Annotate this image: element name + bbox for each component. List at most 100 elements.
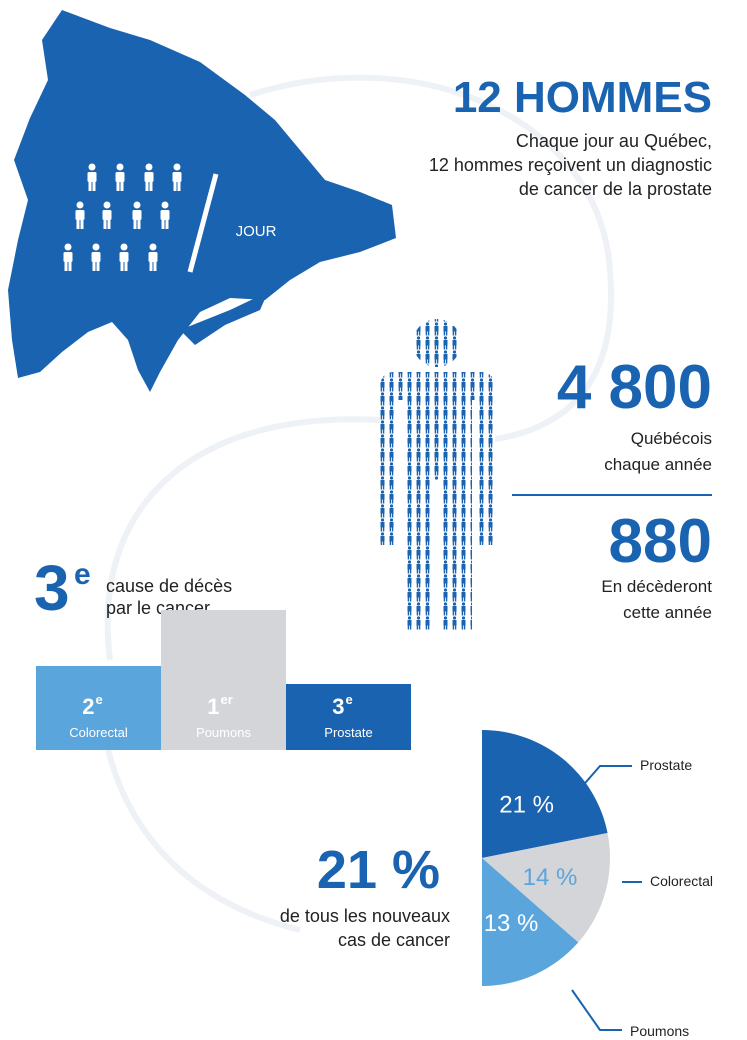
map-label: JOUR (236, 223, 277, 240)
man-icon (102, 201, 112, 229)
podium-sup: e (346, 692, 353, 707)
podium-sup: er (221, 692, 233, 707)
icon-head (173, 163, 181, 171)
man-icons (63, 163, 182, 271)
icon-leg (161, 220, 165, 229)
podium-rank: 2 (82, 694, 94, 719)
leader-line (571, 765, 632, 799)
person-silhouette (380, 319, 495, 630)
icon-leg (133, 220, 137, 229)
podium-sup: e (96, 692, 103, 707)
quebec-map (8, 10, 396, 392)
stat-text: Québécois (631, 429, 712, 448)
icon-leg (120, 182, 124, 191)
icon-body (172, 172, 182, 182)
pie-value-label: 13 % (484, 910, 539, 937)
pie-slice (482, 833, 610, 943)
icon-leg (96, 262, 100, 271)
pie-value-label: 21 % (499, 792, 554, 819)
pie-slice (482, 858, 579, 986)
icon-head (64, 243, 72, 251)
icon-head (116, 163, 124, 171)
man-icon (75, 201, 85, 229)
icon-leg (149, 262, 153, 271)
podium-rank: 1 (207, 694, 219, 719)
arc (249, 74, 615, 443)
icon-body (132, 210, 142, 220)
man-icon (87, 163, 97, 191)
icon-head (145, 163, 153, 171)
title: 12 HOMMES (453, 73, 712, 122)
header-text: Chaque jour au Québec, (516, 131, 712, 151)
rank-text: cause de décès (106, 576, 232, 596)
stat-text: En décèderont (601, 577, 712, 596)
man-icon (63, 243, 73, 271)
podium-step (286, 684, 411, 750)
icon-leg (153, 262, 157, 271)
icon-leg (76, 220, 80, 229)
podium-step (161, 610, 286, 750)
pie-category-label: Prostate (640, 757, 692, 773)
pie-category-label: Poumons (630, 1023, 689, 1039)
icon-leg (120, 262, 124, 271)
slash (187, 173, 219, 273)
stat-text: chaque année (604, 455, 712, 474)
icon-body (63, 252, 73, 262)
share-text: de tous les nouveaux (280, 906, 450, 926)
man-icon (91, 243, 101, 271)
icon-body (75, 210, 85, 220)
icon-head (149, 243, 157, 251)
icon-leg (68, 262, 72, 271)
arc (104, 416, 381, 661)
podium-step (36, 666, 161, 750)
leader-line (571, 989, 622, 1031)
icon-head (133, 201, 141, 209)
icon-leg (116, 182, 120, 191)
icon-leg (88, 182, 92, 191)
podium-label: Prostate (324, 725, 372, 740)
icon-body (119, 252, 129, 262)
man-icon (148, 243, 158, 271)
icon-head (88, 163, 96, 171)
header-text: 12 hommes reçoivent un diagnostic (429, 155, 712, 175)
man-icon (144, 163, 154, 191)
rank-number: 3 (34, 552, 70, 624)
peninsula (180, 292, 268, 345)
icon-body (160, 210, 170, 220)
head (413, 319, 461, 367)
icon-leg (173, 182, 177, 191)
man-icon (172, 163, 182, 191)
icon-leg (103, 220, 107, 229)
share-value: 21 % (317, 840, 440, 900)
icon-leg (137, 220, 141, 229)
man-icon (160, 201, 170, 229)
icon-head (76, 201, 84, 209)
man-icon (115, 163, 125, 191)
icon-leg (124, 262, 128, 271)
stat-value: 880 (609, 507, 712, 576)
stat-text: cette année (623, 603, 712, 622)
icon-leg (107, 220, 111, 229)
stat-value: 4 800 (557, 353, 712, 422)
pie-chart: 21 % Prostate 14 % Colorectal 13 % Poumons (482, 730, 713, 1039)
icon-body (115, 172, 125, 182)
icon-leg (145, 182, 149, 191)
icon-body (102, 210, 112, 220)
body (380, 372, 495, 630)
header-text: de cancer de la prostate (519, 179, 712, 199)
podium-rank: 3 (332, 694, 344, 719)
man-icon (119, 243, 129, 271)
pie-slice (482, 730, 608, 858)
icon-leg (165, 220, 169, 229)
podium-label: Colorectal (69, 725, 128, 740)
icon-leg (64, 262, 68, 271)
podium-label: Poumons (196, 725, 251, 740)
icon-body (87, 172, 97, 182)
icon-leg (177, 182, 181, 191)
pie-value-label: 14 % (523, 864, 578, 891)
icon-leg (149, 182, 153, 191)
icon-leg (80, 220, 84, 229)
icon-body (91, 252, 101, 262)
